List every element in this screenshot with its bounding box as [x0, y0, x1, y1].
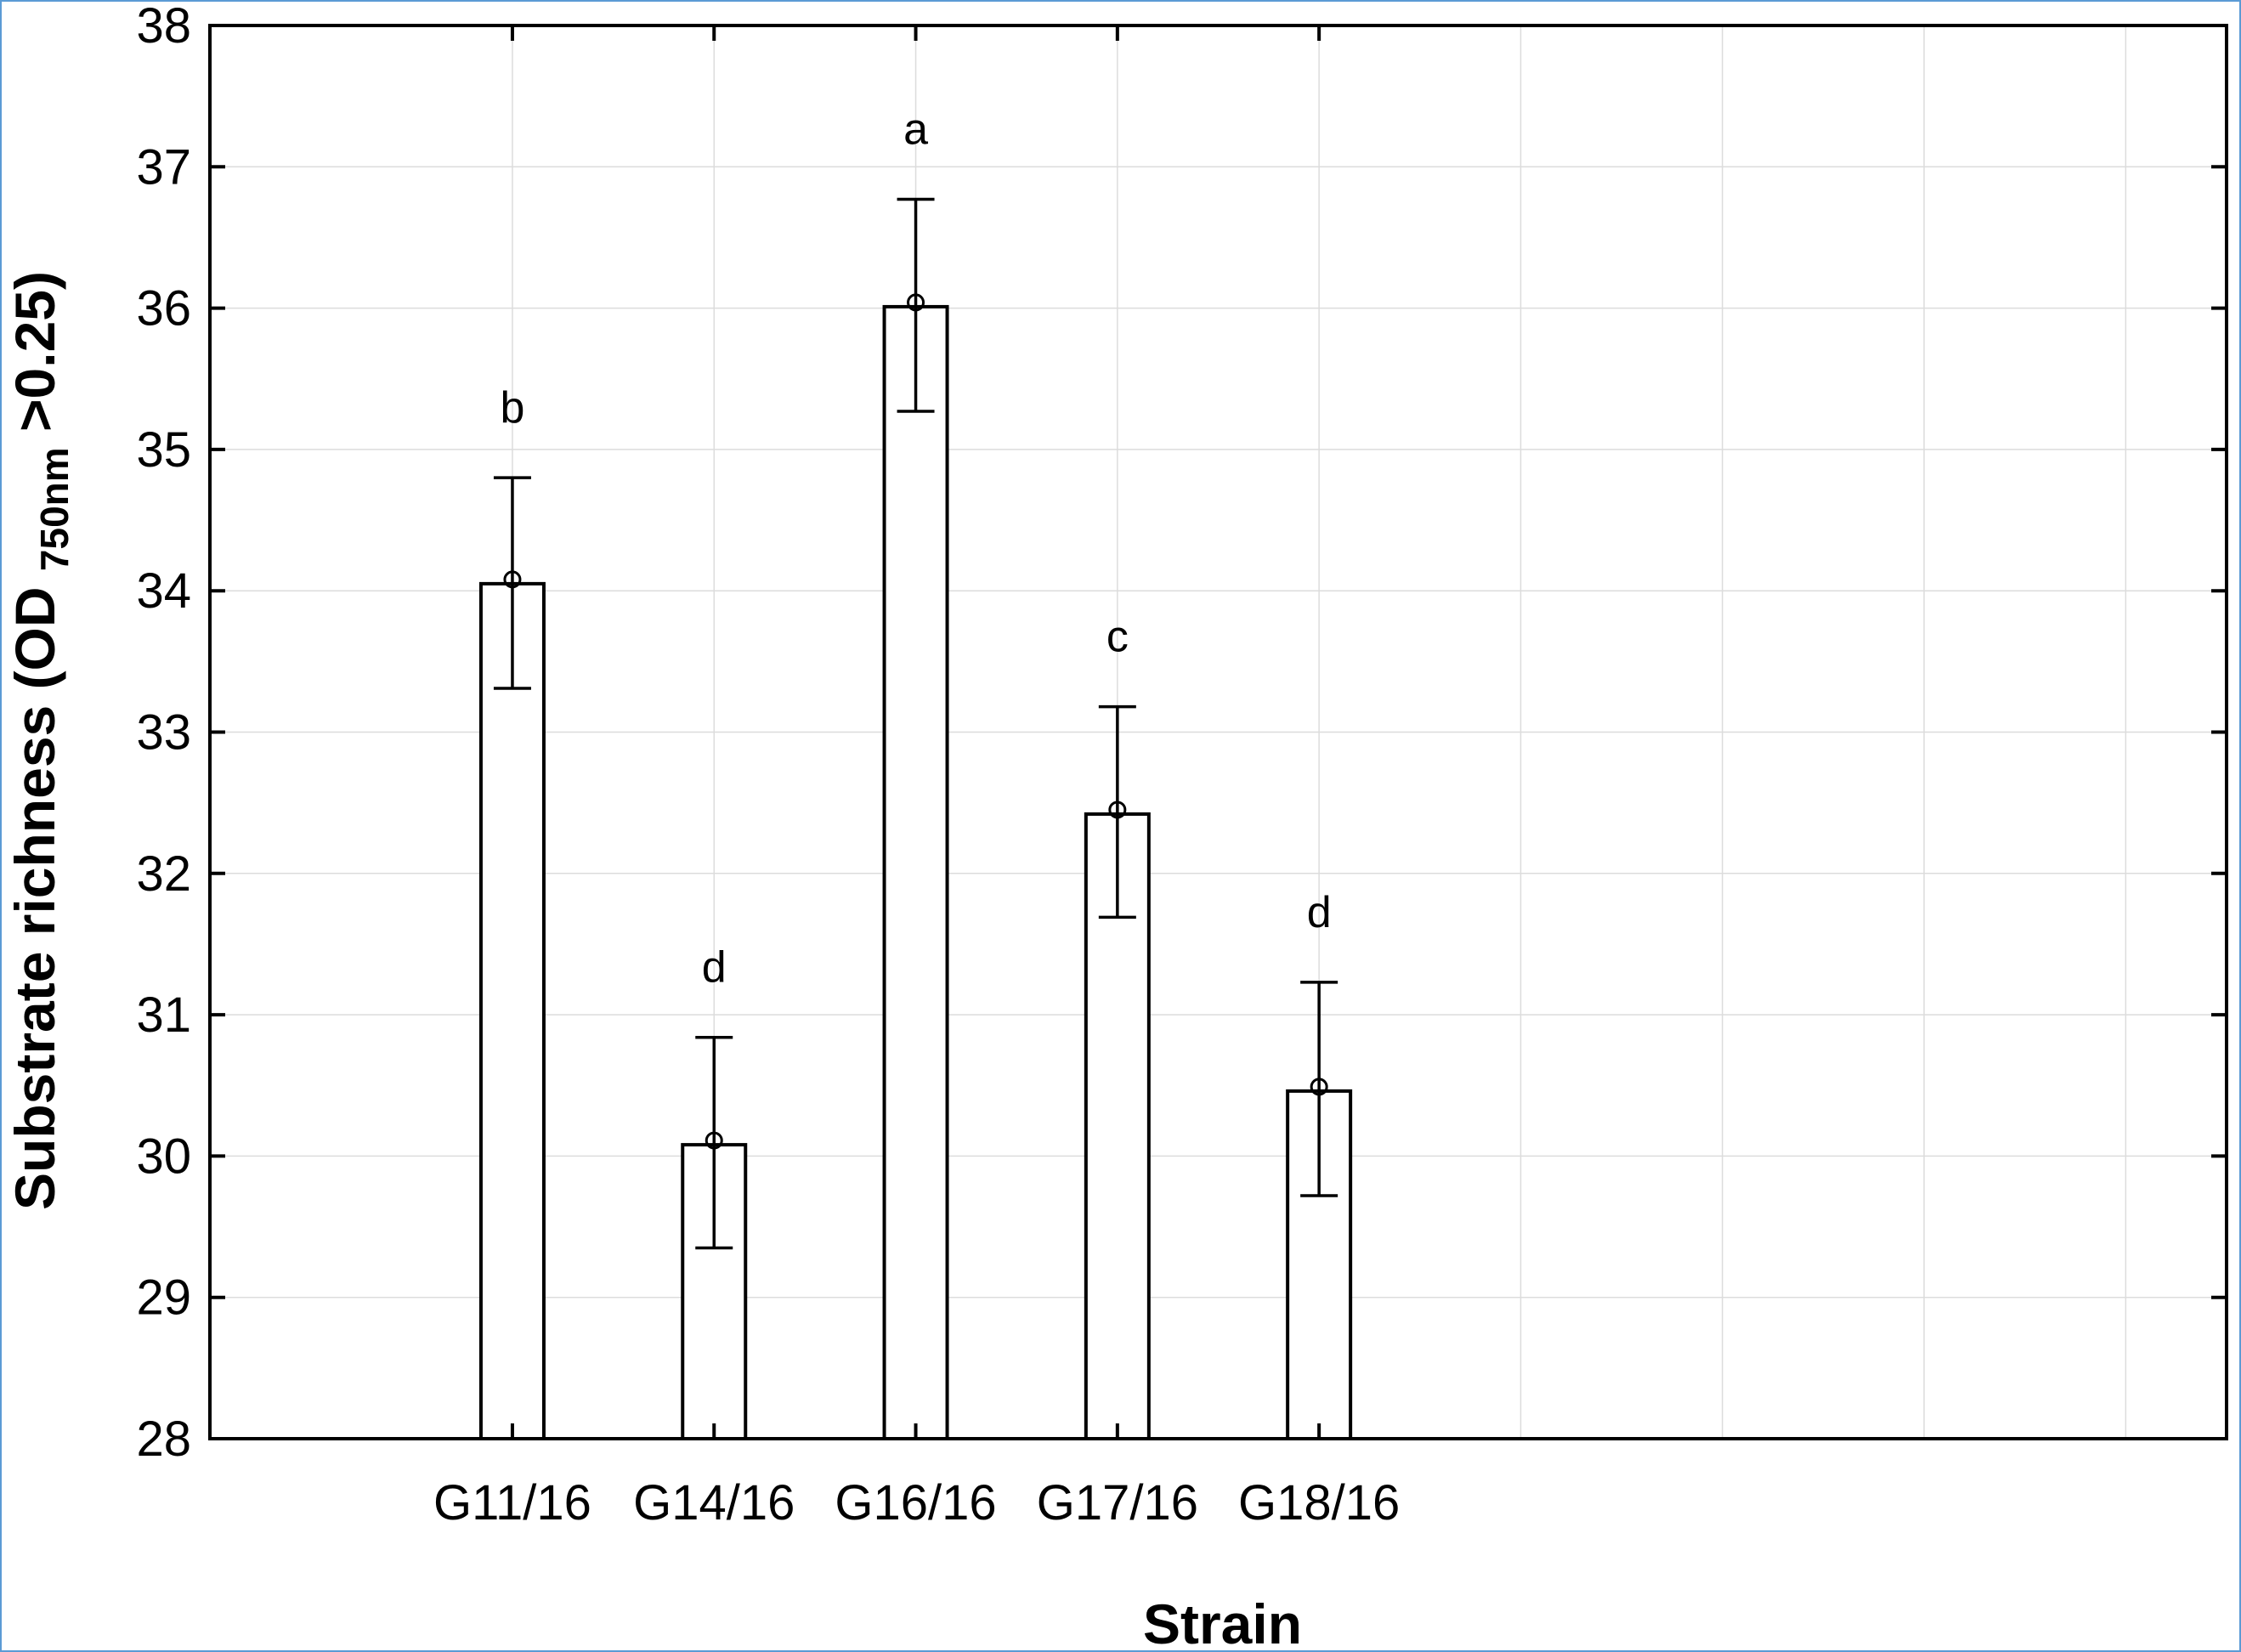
y-tick-label: 38 [136, 0, 191, 54]
y-axis-title: Substrate richness (OD 750nm >0.25) [3, 271, 76, 1210]
y-tick-label: 33 [136, 705, 191, 761]
bar-G14-16 [681, 1143, 748, 1440]
y-tick-label: 28 [136, 1412, 191, 1467]
significance-letter: d [1307, 888, 1332, 937]
y-tick-label: 35 [136, 422, 191, 478]
x-axis-ticks: G11/16 G14/16 G16/16 G17/16 G18/16 [433, 25, 1400, 1530]
significance-letter: b [500, 383, 524, 433]
grid [210, 25, 2227, 1440]
x-tick-label: G18/16 [1238, 1475, 1400, 1530]
bar-G11-16 [478, 581, 546, 1440]
significance-letters: b d a c d [500, 105, 1331, 993]
y-tick-label: 36 [136, 281, 191, 337]
y-tick-label: 37 [136, 139, 191, 195]
mean-marker [503, 570, 522, 589]
significance-letter: a [903, 105, 928, 155]
x-axis-title: Strain [1143, 1593, 1302, 1652]
mean-marker [705, 1131, 723, 1150]
significance-letter: c [1106, 613, 1129, 662]
y-axis-title-main: Substrate richness (OD [3, 571, 66, 1210]
y-tick-label: 31 [136, 987, 191, 1043]
mean-marker [1108, 801, 1127, 819]
bar-G16-16 [882, 304, 949, 1440]
x-tick-label: G17/16 [1037, 1475, 1198, 1530]
y-axis-title-suffix: >0.25) [3, 271, 66, 447]
error-bars [493, 197, 1338, 1250]
y-tick-label: 30 [136, 1129, 191, 1184]
mean-marker [907, 293, 925, 312]
x-tick-label: G16/16 [835, 1475, 996, 1530]
y-tick-label: 29 [136, 1270, 191, 1326]
bars [478, 304, 1353, 1440]
y-axis-ticks: 28 29 30 31 32 33 34 35 36 37 38 [136, 0, 2227, 1467]
mean-marker [1310, 1078, 1328, 1096]
significance-letter: d [702, 943, 727, 993]
x-tick-label: G14/16 [633, 1475, 795, 1530]
y-tick-label: 32 [136, 846, 191, 902]
y-tick-label: 34 [136, 563, 191, 619]
x-tick-label: G11/16 [433, 1475, 591, 1530]
y-axis-title-subscript: 750nm [32, 447, 76, 571]
